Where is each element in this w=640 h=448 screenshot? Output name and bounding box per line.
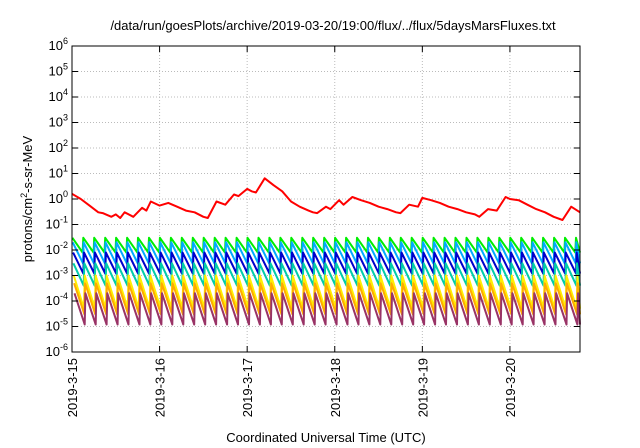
y-tick-label: 10-3 — [46, 266, 68, 283]
x-tick-label: 2019-3-16 — [153, 358, 168, 417]
series-line — [71, 177, 581, 221]
y-tick-label: 10-1 — [46, 215, 68, 232]
x-tick-label: 2019-3-19 — [415, 358, 430, 417]
y-tick-label: 105 — [49, 62, 68, 79]
y-tick-label: 101 — [49, 164, 68, 181]
chart-title: /data/run/goesPlots/archive/2019-03-20/1… — [110, 18, 556, 33]
y-tick-label: 10-6 — [46, 342, 68, 359]
x-tick-label: 2019-3-18 — [328, 358, 343, 417]
y-tick-label: 10-5 — [46, 317, 68, 334]
x-ticks: 2019-3-15 2019-3-16 2019-3-17 2019-3-18 2019… — [65, 46, 518, 417]
series-line — [73, 292, 581, 326]
y-tick-label: 10-4 — [46, 291, 68, 308]
x-tick-label: 2019-3-20 — [503, 358, 518, 417]
x-axis-label: Coordinated Universal Time (UTC) — [226, 430, 425, 445]
y-tick-label: 104 — [49, 87, 68, 104]
x-tick-label: 2019-3-15 — [65, 358, 80, 417]
y-tick-label: 100 — [49, 189, 68, 206]
y-axis-label: protons/cm2-s-sr-MeV — [19, 135, 35, 262]
y-tick-label: 102 — [49, 138, 68, 155]
y-ticks: 106 105 104 103 102 101 100 10-1 10-2 10-3 10-4 10-… — [46, 36, 580, 359]
series-group — [71, 177, 581, 326]
y-tick-label: 10-2 — [46, 240, 68, 257]
y-tick-label: 103 — [49, 113, 68, 130]
x-tick-label: 2019-3-17 — [240, 358, 255, 417]
y-tick-label: 106 — [49, 36, 68, 53]
series-line — [72, 262, 581, 287]
